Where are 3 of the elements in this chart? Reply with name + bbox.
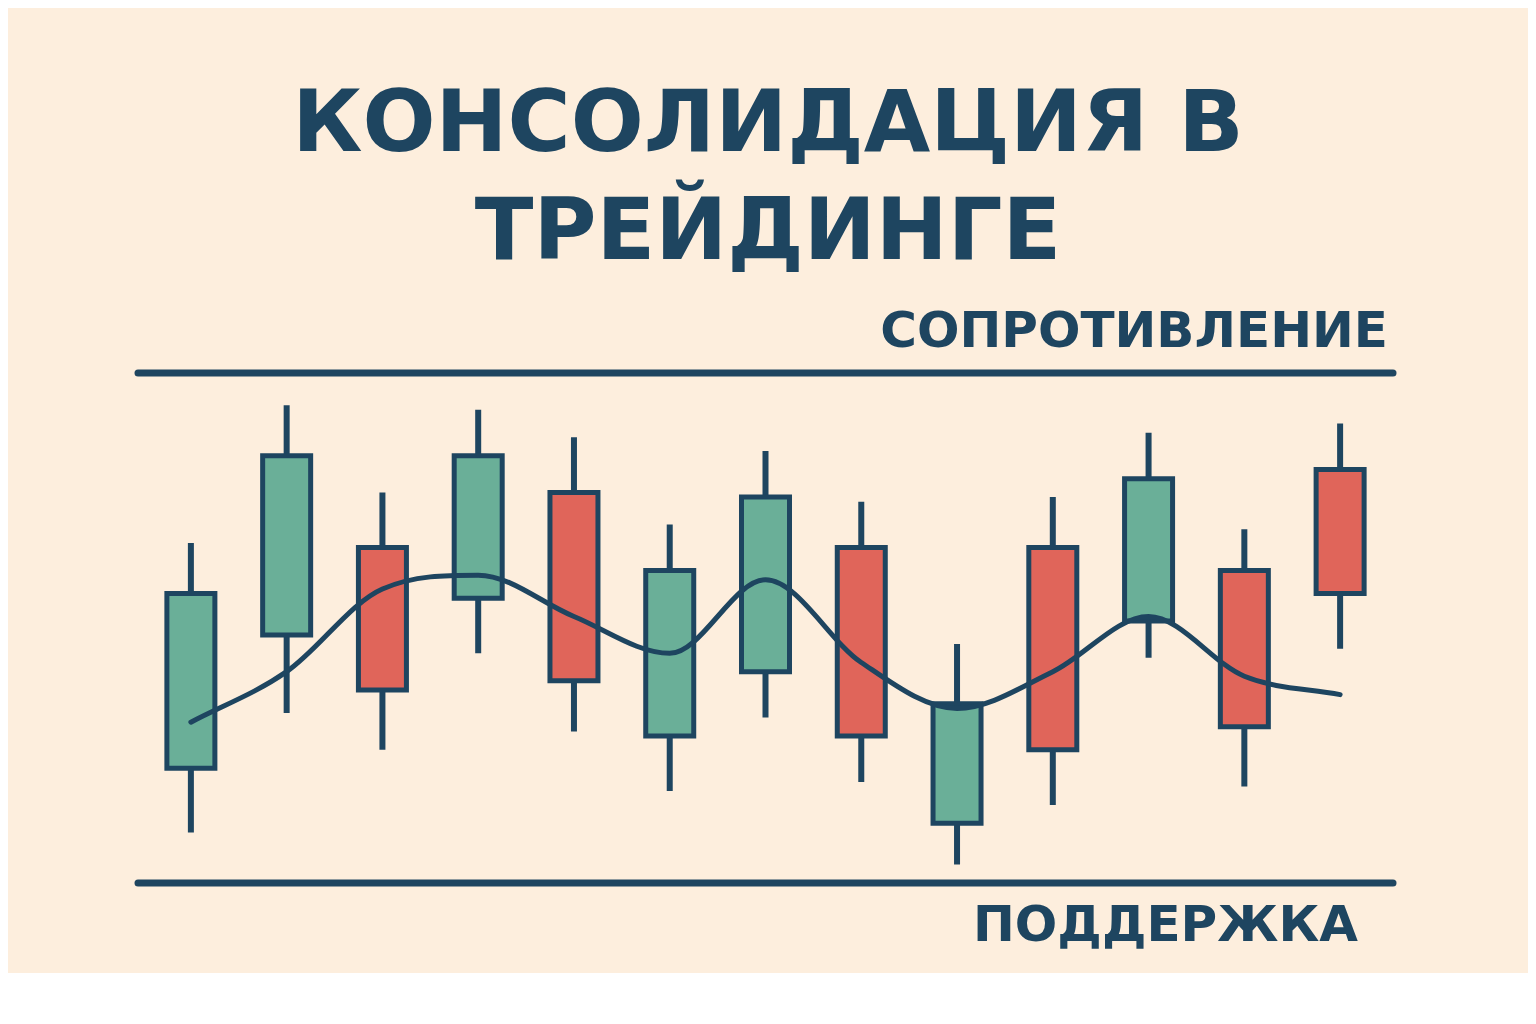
ref-line-label: ПОДДЕРЖКА [973,894,1359,953]
chart-title: КОНСОЛИДАЦИЯ В ТРЕЙДИНГЕ [291,70,1245,281]
ref-line-label: СОПРОТИВЛЕНИЕ [880,300,1388,359]
